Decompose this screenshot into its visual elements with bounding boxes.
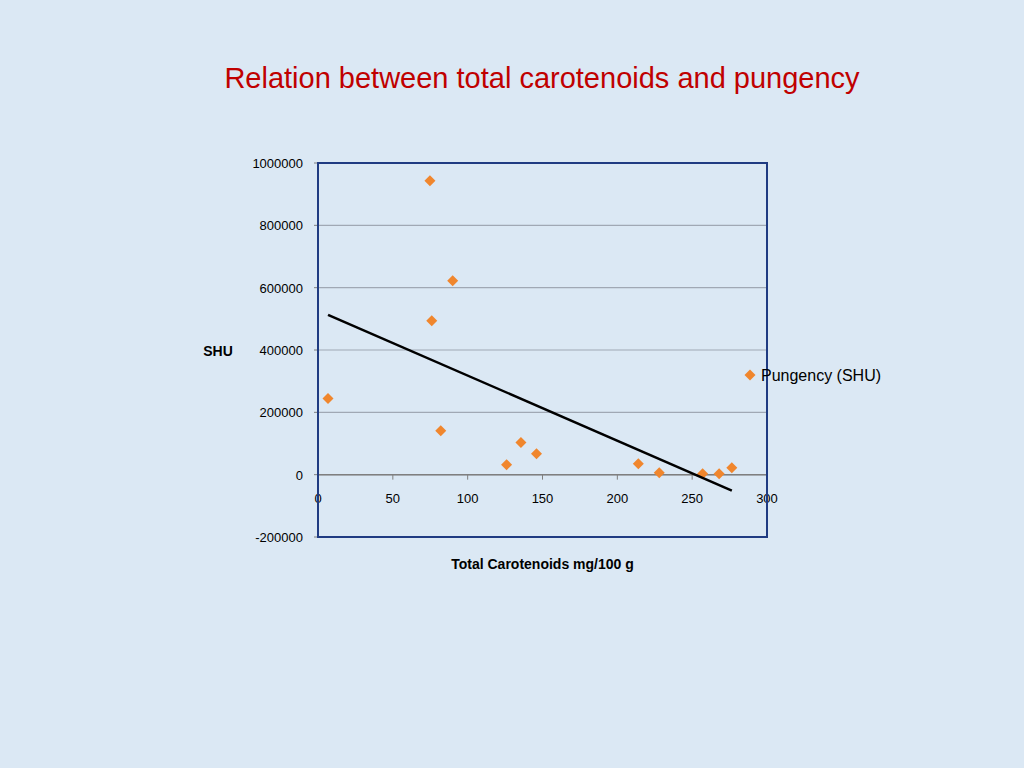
x-axis-label: Total Carotenoids mg/100 g bbox=[451, 556, 634, 572]
x-tick bbox=[542, 475, 543, 480]
x-tick-label: 100 bbox=[457, 491, 479, 506]
x-tick bbox=[392, 475, 393, 480]
x-tick bbox=[692, 475, 693, 480]
y-axis-label: SHU bbox=[203, 343, 233, 359]
point bbox=[323, 393, 334, 404]
x-tick bbox=[467, 475, 468, 480]
point bbox=[726, 462, 737, 473]
grid-line bbox=[318, 287, 767, 288]
y-tick-label: 200000 bbox=[260, 405, 303, 420]
point bbox=[515, 437, 526, 448]
background bbox=[0, 0, 1024, 768]
trend-line bbox=[328, 315, 732, 491]
point bbox=[435, 425, 446, 436]
point bbox=[714, 468, 725, 479]
point bbox=[633, 458, 644, 469]
point bbox=[426, 315, 437, 326]
point bbox=[424, 175, 435, 186]
y-tick-label: 800000 bbox=[260, 218, 303, 233]
x-tick-label: 200 bbox=[606, 491, 628, 506]
y-tick-label: 600000 bbox=[260, 281, 303, 296]
x-tick-label: 50 bbox=[386, 491, 400, 506]
legend-marker bbox=[745, 370, 756, 381]
point bbox=[447, 275, 458, 286]
grid-line bbox=[318, 225, 767, 226]
grid-line bbox=[318, 349, 767, 350]
y-tick-label: 400000 bbox=[260, 343, 303, 358]
x-tick bbox=[617, 475, 618, 480]
title: Relation between total carotenoids and p… bbox=[224, 62, 860, 94]
plot-frame bbox=[318, 163, 767, 537]
y-tick-label: -200000 bbox=[255, 530, 303, 545]
x-tick-label: 150 bbox=[532, 491, 554, 506]
grid-line bbox=[318, 412, 767, 413]
point bbox=[654, 467, 665, 478]
legend-label: Pungency (SHU) bbox=[761, 367, 881, 384]
y-tick-label: 0 bbox=[296, 468, 303, 483]
point bbox=[501, 459, 512, 470]
point bbox=[531, 448, 542, 459]
plot-area bbox=[323, 175, 738, 490]
y-tick-label: 1000000 bbox=[252, 156, 303, 171]
x-tick-label: 250 bbox=[681, 491, 703, 506]
chart: Relation between total carotenoids and p… bbox=[0, 0, 1024, 768]
